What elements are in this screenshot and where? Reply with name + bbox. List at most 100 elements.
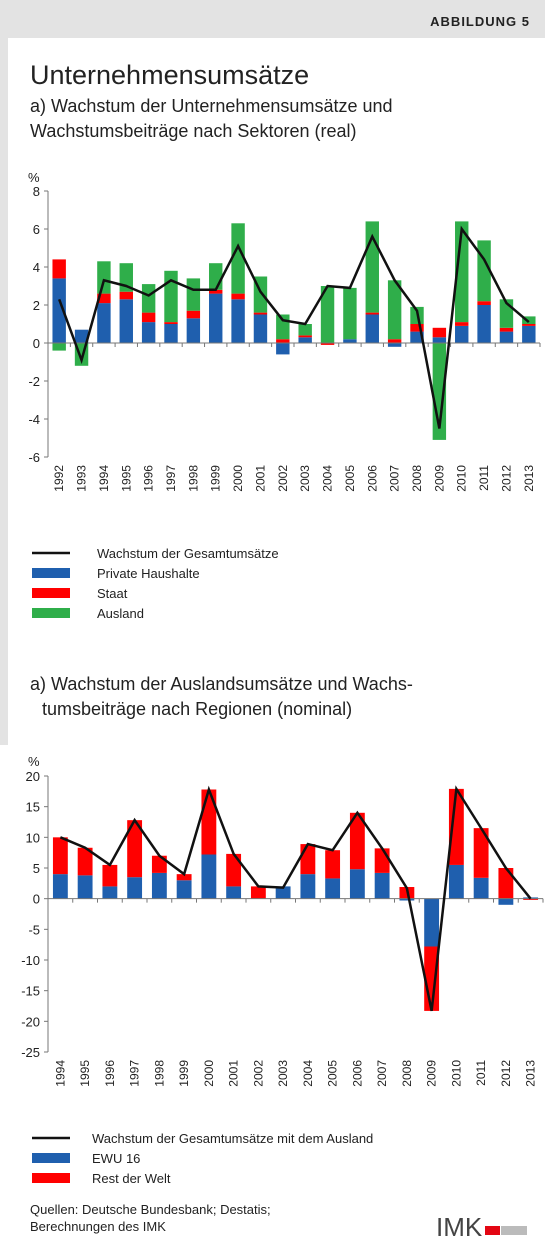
bar (151, 872, 167, 899)
bar (209, 293, 223, 343)
bar (320, 286, 335, 343)
bar (97, 261, 111, 294)
bar (52, 837, 68, 875)
bar (448, 864, 464, 899)
bar (276, 343, 290, 355)
y-tick-label: -20 (21, 1014, 40, 1029)
bar (231, 223, 245, 294)
bar (424, 898, 440, 947)
logo: IMK (436, 1212, 483, 1242)
bar (499, 331, 514, 343)
bar (52, 278, 66, 343)
x-tick-label: 2004 (321, 465, 335, 492)
legend-label: Rest der Welt (92, 1171, 171, 1186)
bar (300, 874, 316, 899)
bar (387, 339, 402, 343)
bar (298, 324, 312, 336)
legend-swatch (32, 608, 70, 618)
bar (365, 314, 379, 343)
x-tick-label: 2006 (350, 1060, 364, 1087)
x-tick-label: 1994 (53, 1060, 67, 1087)
y-tick-label: 15 (26, 800, 40, 815)
bar (77, 847, 93, 876)
bar (102, 864, 118, 887)
y-tick-label: 0 (33, 892, 40, 907)
bar (300, 844, 316, 875)
x-tick-label: 2007 (375, 1060, 389, 1087)
line (58, 225, 530, 429)
bar (432, 327, 447, 338)
bar (522, 324, 536, 326)
y-tick-label: -6 (28, 450, 40, 465)
bar (343, 339, 357, 343)
legend-swatch (32, 1153, 70, 1163)
y-tick-label: 0 (33, 336, 40, 351)
line (59, 785, 532, 1012)
legend-swatch (32, 588, 70, 598)
bar (186, 318, 201, 343)
page-title: Unternehmensumsätze (30, 60, 309, 90)
legend-label: EWU 16 (92, 1151, 140, 1166)
subtitle: Wachstumsbeiträge nach Sektoren (real) (30, 121, 356, 141)
x-tick-label: 2011 (477, 465, 491, 491)
x-tick-label: 2010 (455, 465, 469, 492)
bar (201, 789, 217, 855)
bar (119, 299, 133, 343)
x-tick-label: 2003 (298, 465, 312, 492)
y-tick-label: 8 (33, 184, 40, 199)
x-tick-label: 2011 (474, 1060, 488, 1086)
bar (164, 324, 178, 343)
bar (343, 287, 357, 340)
x-tick-label: 2009 (432, 465, 446, 492)
bar (477, 305, 491, 343)
bar (231, 293, 245, 300)
y-tick-label: 10 (26, 830, 40, 845)
bar (473, 828, 489, 878)
legend-label: Private Haushalte (97, 566, 200, 581)
bar (102, 886, 118, 899)
bar (387, 280, 402, 340)
bar (141, 284, 156, 313)
bar (498, 898, 514, 905)
y-tick-label: -2 (28, 374, 40, 389)
legend-label: Staat (97, 586, 128, 601)
subtitle: a) Wachstum der Auslandsumsätze und Wach… (30, 674, 413, 694)
bar (127, 877, 143, 899)
x-tick-label: 1997 (164, 465, 178, 492)
y-tick-label: -25 (21, 1045, 40, 1060)
x-tick-label: 2013 (524, 1060, 538, 1087)
x-tick-label: 1995 (78, 1060, 92, 1087)
figure-label: ABBILDUNG 5 (430, 14, 530, 29)
y-tick-label: -15 (21, 984, 40, 999)
x-tick-label: 2012 (499, 465, 513, 492)
y-tick-label: 2 (33, 298, 40, 313)
bar (410, 331, 424, 343)
x-tick-label: 1998 (186, 465, 200, 492)
bar (201, 854, 217, 899)
bar (523, 898, 539, 900)
bar (141, 312, 156, 323)
bar (455, 325, 469, 343)
bar (176, 880, 192, 899)
x-tick-label: 1992 (52, 465, 66, 492)
source: Quellen: Deutsche Bundesbank; Destatis; (30, 1202, 271, 1217)
x-tick-label: 1994 (97, 465, 111, 492)
bar (374, 848, 390, 873)
subtitle: tumsbeiträge nach Regionen (nominal) (42, 699, 352, 719)
bar (119, 291, 133, 300)
x-tick-label: 2007 (388, 465, 402, 492)
bar (164, 322, 178, 324)
bar (209, 289, 223, 294)
x-tick-label: 1999 (177, 1060, 191, 1087)
legend-label: Wachstum der Gesamtumsätze mit dem Ausla… (92, 1131, 373, 1146)
y-tick-label: -4 (28, 412, 40, 427)
subtitle: a) Wachstum der Unternehmensumsätze und (30, 96, 393, 116)
x-tick-label: 2009 (425, 1060, 439, 1087)
bar (176, 874, 192, 881)
bar (325, 878, 341, 899)
x-tick-label: 2000 (231, 465, 245, 492)
legend-swatch (32, 568, 70, 578)
bar (522, 316, 536, 324)
bar (253, 312, 268, 315)
